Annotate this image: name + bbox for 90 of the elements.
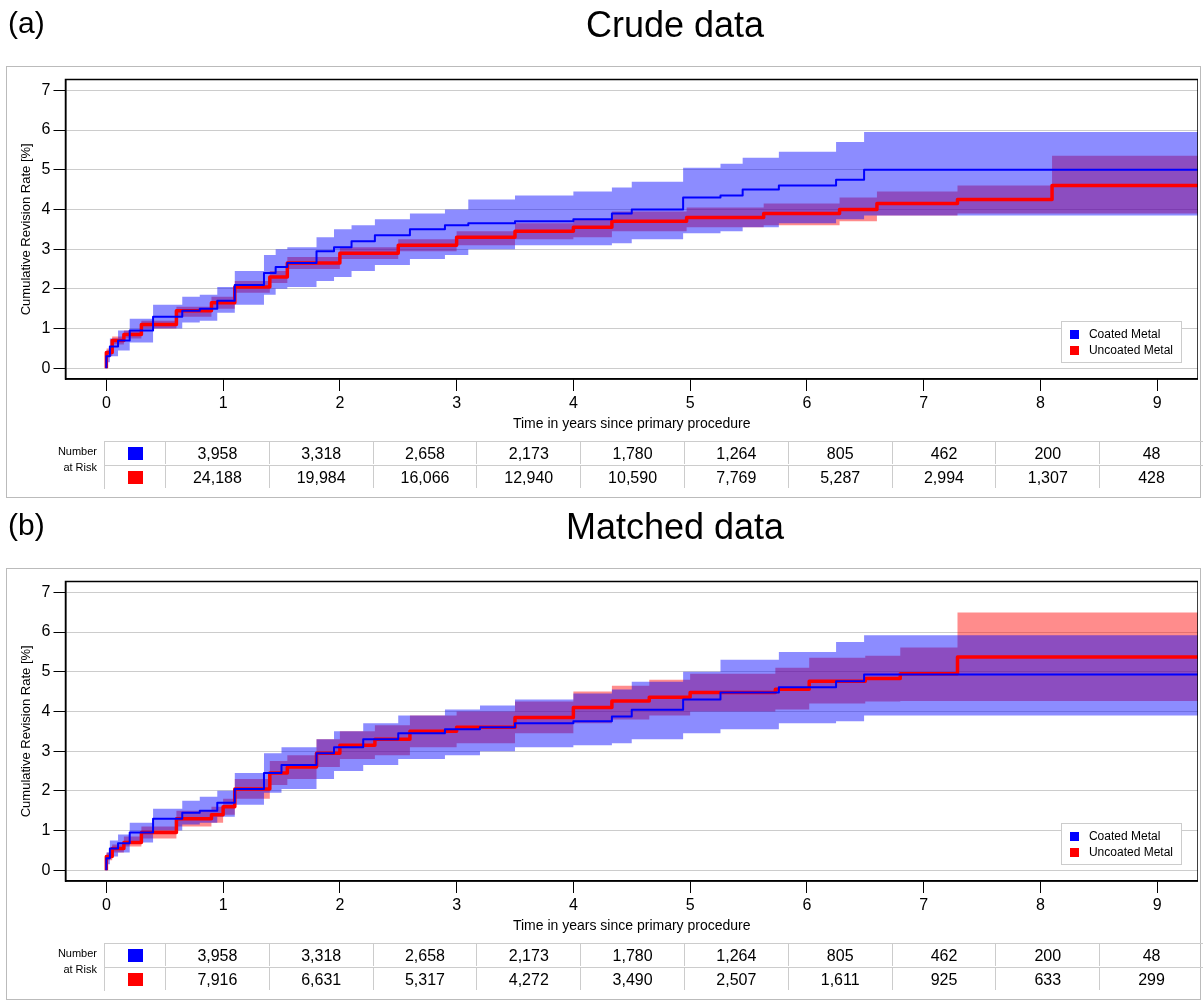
chart-title: Crude data	[584, 4, 766, 46]
y-tick-label: 6	[41, 120, 51, 138]
text: 200	[995, 441, 1100, 464]
text: 7,916	[165, 967, 269, 990]
text: 633	[995, 967, 1100, 990]
text: 2,173	[476, 943, 581, 966]
x-tick-label: 3	[452, 896, 462, 914]
text: 462	[891, 943, 996, 966]
y-tick-label: 1	[41, 318, 51, 336]
text: 3,958	[165, 441, 269, 464]
text: 16,066	[372, 465, 477, 488]
y-tick-label: 0	[41, 358, 51, 376]
text: (a)	[8, 6, 45, 40]
x-tick-label: 0	[101, 394, 111, 412]
x-tick-label: 4	[568, 394, 578, 412]
text: 805	[787, 441, 892, 464]
text: 5,287	[787, 465, 892, 488]
text: Number at Risk	[56, 946, 97, 977]
text: 12,940	[476, 465, 581, 488]
text: 3,318	[268, 441, 373, 464]
text: 4,272	[476, 967, 581, 990]
x-tick-label: 3	[452, 394, 462, 412]
x-tick-label: 7	[919, 896, 929, 914]
x-tick-label: 2	[335, 394, 345, 412]
legend-label: Uncoated Metal	[1088, 845, 1173, 859]
text: 1,264	[683, 943, 788, 966]
legend-label: Coated Metal	[1088, 327, 1161, 341]
y-tick-label: 6	[41, 622, 51, 640]
chart-title: Matched data	[564, 506, 786, 548]
text: 805	[787, 943, 892, 966]
text: 1,611	[787, 967, 892, 990]
x-tick-label: 9	[1152, 394, 1162, 412]
x-tick-label: 4	[568, 896, 578, 914]
x-tick-label: 7	[919, 394, 929, 412]
text: 7,769	[683, 465, 788, 488]
y-tick-label: 1	[41, 820, 51, 838]
text: 428	[1099, 465, 1203, 488]
text: 200	[995, 943, 1100, 966]
legend-label: Coated Metal	[1088, 829, 1161, 843]
y-tick-label: 3	[41, 239, 51, 257]
y-tick-label: 0	[41, 860, 51, 878]
text: 6,631	[268, 967, 373, 990]
text: 1,780	[580, 441, 684, 464]
y-axis-title: Cumulative Revision Rate [%]	[18, 645, 34, 818]
text: 48	[1099, 943, 1203, 966]
text: (b)	[8, 508, 45, 542]
text: 2,658	[372, 943, 477, 966]
text: 19,984	[268, 465, 373, 488]
text: 2,173	[476, 441, 581, 464]
x-tick-label: 5	[685, 896, 695, 914]
text: 3,490	[580, 967, 684, 990]
y-tick-label: 4	[41, 701, 51, 719]
y-tick-label: 5	[41, 160, 51, 178]
x-tick-label: 0	[101, 896, 111, 914]
text: Number at Risk	[56, 444, 97, 475]
text: 24,188	[165, 465, 269, 488]
text: 48	[1099, 441, 1203, 464]
text: 1,780	[580, 943, 684, 966]
text: 2,994	[891, 465, 996, 488]
x-tick-label: 1	[218, 394, 228, 412]
x-tick-label: 5	[685, 394, 695, 412]
text: 299	[1099, 967, 1203, 990]
x-tick-label: 1	[218, 896, 228, 914]
x-tick-label: 8	[1035, 896, 1045, 914]
x-axis-title: Time in years since primary procedure	[512, 415, 751, 432]
text: 10,590	[580, 465, 684, 488]
y-tick-label: 7	[41, 80, 51, 98]
y-tick-label: 4	[41, 199, 51, 217]
y-tick-label: 2	[41, 781, 51, 799]
x-tick-label: 6	[802, 394, 812, 412]
legend-label: Uncoated Metal	[1088, 343, 1173, 357]
text: 3,958	[165, 943, 269, 966]
x-tick-label: 9	[1152, 896, 1162, 914]
text: 3,318	[268, 943, 373, 966]
x-tick-label: 2	[335, 896, 345, 914]
y-tick-label: 5	[41, 662, 51, 680]
text: 2,507	[683, 967, 788, 990]
x-tick-label: 8	[1035, 394, 1045, 412]
text: 2,658	[372, 441, 477, 464]
text: 1,307	[995, 465, 1100, 488]
text: 5,317	[372, 967, 477, 990]
x-tick-label: 6	[802, 896, 812, 914]
x-axis-title: Time in years since primary procedure	[512, 917, 751, 934]
y-axis-title: Cumulative Revision Rate [%]	[18, 143, 34, 316]
y-tick-label: 3	[41, 741, 51, 759]
text: 462	[891, 441, 996, 464]
y-tick-label: 7	[41, 582, 51, 600]
y-tick-label: 2	[41, 279, 51, 297]
text: 925	[891, 967, 996, 990]
text: 1,264	[683, 441, 788, 464]
